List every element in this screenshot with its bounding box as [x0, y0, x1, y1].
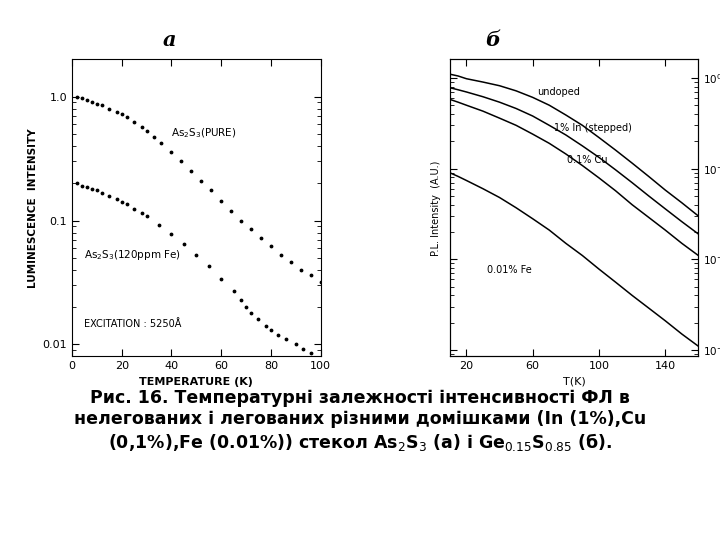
- X-axis label: T(K): T(K): [563, 377, 585, 387]
- Y-axis label: LUMINESCENCE  INTENSITY: LUMINESCENCE INTENSITY: [28, 128, 38, 288]
- Text: As$_2$S$_3$(120ppm Fe): As$_2$S$_3$(120ppm Fe): [84, 248, 181, 262]
- Text: б: б: [485, 30, 501, 50]
- Text: EXCITATION : 5250Å: EXCITATION : 5250Å: [84, 319, 182, 329]
- Text: 0.1% Cu: 0.1% Cu: [567, 156, 607, 165]
- Text: As$_2$S$_3$(PURE): As$_2$S$_3$(PURE): [171, 127, 237, 140]
- Text: undoped: undoped: [537, 87, 580, 97]
- Text: а: а: [163, 30, 176, 50]
- Y-axis label: P.L. Intensity  (A.U.): P.L. Intensity (A.U.): [431, 160, 441, 255]
- Text: 1% In (stepped): 1% In (stepped): [554, 123, 632, 133]
- Text: 0.01% Fe: 0.01% Fe: [487, 265, 532, 275]
- Text: Рис. 16. Температурні залежності інтенсивності ФЛ в
нелегованих і легованих різн: Рис. 16. Температурні залежності інтенси…: [74, 389, 646, 453]
- X-axis label: TEMPERATURE (K): TEMPERATURE (K): [140, 377, 253, 387]
